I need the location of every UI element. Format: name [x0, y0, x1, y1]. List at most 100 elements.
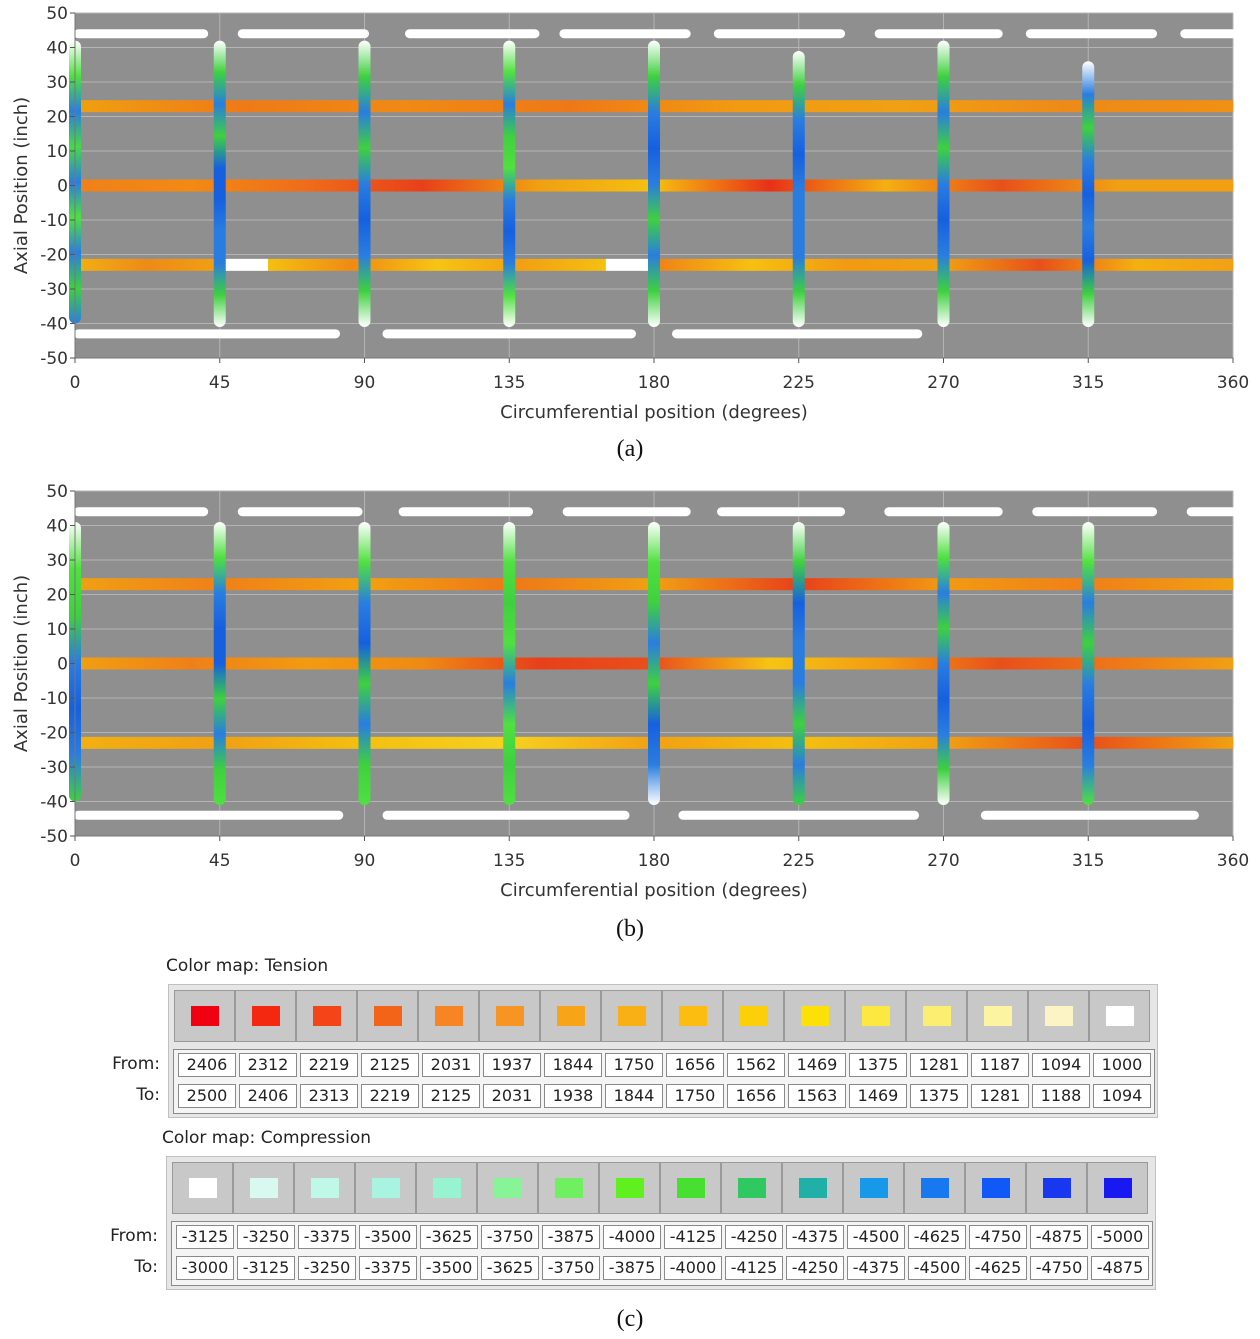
axial-column-band [937, 522, 950, 805]
compression-to-value: -4500 [908, 1256, 966, 1280]
tension-swatch [618, 1006, 646, 1026]
tension-swatch [1106, 1006, 1134, 1026]
tension-swatch-cell [479, 990, 540, 1042]
compression-swatch-cell [538, 1162, 599, 1214]
x-tick-label: 0 [70, 851, 81, 871]
tension-to-value: 2031 [483, 1084, 541, 1108]
tension-from-value: 1844 [544, 1053, 602, 1077]
tension-to-value: 1375 [910, 1084, 968, 1108]
compression-to-value: -4250 [786, 1256, 844, 1280]
compression-swatch-cell [843, 1162, 904, 1214]
compression-to-value: -4000 [664, 1256, 722, 1280]
compression-from-value: -3250 [237, 1225, 295, 1249]
axial-column-band [213, 40, 226, 327]
compression-swatch-cell [660, 1162, 721, 1214]
compression-from-value: -4250 [725, 1225, 783, 1249]
x-tick-label: 270 [927, 373, 959, 393]
compression-swatch [982, 1178, 1010, 1198]
y-tick-label: 20 [46, 108, 68, 128]
tension-swatch-cell [845, 990, 906, 1042]
tension-to-value: 2219 [361, 1084, 419, 1108]
x-tick-label: 135 [493, 373, 525, 393]
compression-to-value: -3125 [237, 1256, 295, 1280]
compression-from-value: -3125 [176, 1225, 234, 1249]
x-tick-label: 360 [1217, 373, 1249, 393]
tension-swatch [923, 1006, 951, 1026]
compression-swatch [799, 1178, 827, 1198]
compression-swatch-cell [782, 1162, 843, 1214]
tension-to-value: 2406 [239, 1084, 297, 1108]
tension-to-value: 2125 [422, 1084, 480, 1108]
compression-to-value: -3375 [359, 1256, 417, 1280]
compression-from-value: -3375 [298, 1225, 356, 1249]
axial-column-band [358, 522, 371, 805]
tension-from-value: 2219 [300, 1053, 358, 1077]
y-tick-label: -40 [40, 793, 68, 813]
y-tick-label: -30 [40, 280, 68, 300]
tension-to-label: To: [136, 1085, 160, 1105]
axial-column-band [792, 522, 805, 805]
tension-from-value: 2125 [361, 1053, 419, 1077]
y-tick-label: 40 [46, 39, 68, 59]
compression-swatch [250, 1178, 278, 1198]
tension-swatch [862, 1006, 890, 1026]
compression-to-value: -3500 [420, 1256, 478, 1280]
compression-to-value: -3250 [298, 1256, 356, 1280]
hoop-row-band [268, 258, 606, 271]
compression-swatch-cell [1026, 1162, 1087, 1214]
compression-swatch-cell [294, 1162, 355, 1214]
compression-from-value: -4000 [603, 1225, 661, 1249]
compression-from-value: -5000 [1091, 1225, 1149, 1249]
tension-to-value: 1844 [605, 1084, 663, 1108]
compression-to-value: -3750 [542, 1256, 600, 1280]
tension-to-value: 1281 [971, 1084, 1029, 1108]
compression-swatch-cell [355, 1162, 416, 1214]
y-tick-label: 40 [46, 517, 68, 537]
compression-swatch-cell [721, 1162, 782, 1214]
compression-swatch-cell [477, 1162, 538, 1214]
axial-column-band [937, 40, 950, 327]
tension-swatch [557, 1006, 585, 1026]
compression-from-value: -3500 [359, 1225, 417, 1249]
compression-swatch [921, 1178, 949, 1198]
x-tick-label: 270 [927, 851, 959, 871]
compression-from-value: -4750 [969, 1225, 1027, 1249]
compression-swatch [433, 1178, 461, 1198]
compression-swatch-cell [965, 1162, 1026, 1214]
tension-swatch-cell [540, 990, 601, 1042]
panel-label-b: (b) [616, 916, 644, 942]
tension-swatch-cell [1028, 990, 1089, 1042]
axial-column-band [648, 522, 660, 805]
panel-label-c: (c) [616, 1306, 644, 1332]
y-tick-label: 10 [46, 620, 68, 640]
tension-swatch-cell [662, 990, 723, 1042]
tension-swatch [435, 1006, 463, 1026]
tension-swatch-cell [296, 990, 357, 1042]
compression-colormap-title: Color map: Compression [162, 1128, 371, 1148]
tension-swatch-cell [723, 990, 784, 1042]
compression-from-value: -3625 [420, 1225, 478, 1249]
tension-from-value: 2312 [239, 1053, 297, 1077]
y-tick-label: 0 [57, 655, 68, 675]
y-tick-label: -40 [40, 315, 68, 335]
tension-from-value: 1469 [788, 1053, 846, 1077]
x-tick-label: 90 [354, 851, 376, 871]
y-tick-label: -10 [40, 689, 68, 709]
tension-swatch-cell [174, 990, 235, 1042]
x-tick-label: 225 [783, 373, 815, 393]
compression-to-value: -4375 [847, 1256, 905, 1280]
tension-to-value: 1188 [1032, 1084, 1090, 1108]
tension-swatch-cell [784, 990, 845, 1042]
x-tick-label: 180 [638, 373, 670, 393]
compression-swatch [677, 1178, 705, 1198]
hoop-row-band [605, 258, 654, 271]
y-tick-label: 50 [46, 4, 68, 24]
tension-from-value: 1281 [910, 1053, 968, 1077]
tension-from-value: 1000 [1093, 1053, 1151, 1077]
axial-column-band [503, 40, 516, 327]
compression-from-value: -3875 [542, 1225, 600, 1249]
tension-to-value: 2313 [300, 1084, 358, 1108]
tension-swatch [679, 1006, 707, 1026]
tension-swatch [984, 1006, 1012, 1026]
